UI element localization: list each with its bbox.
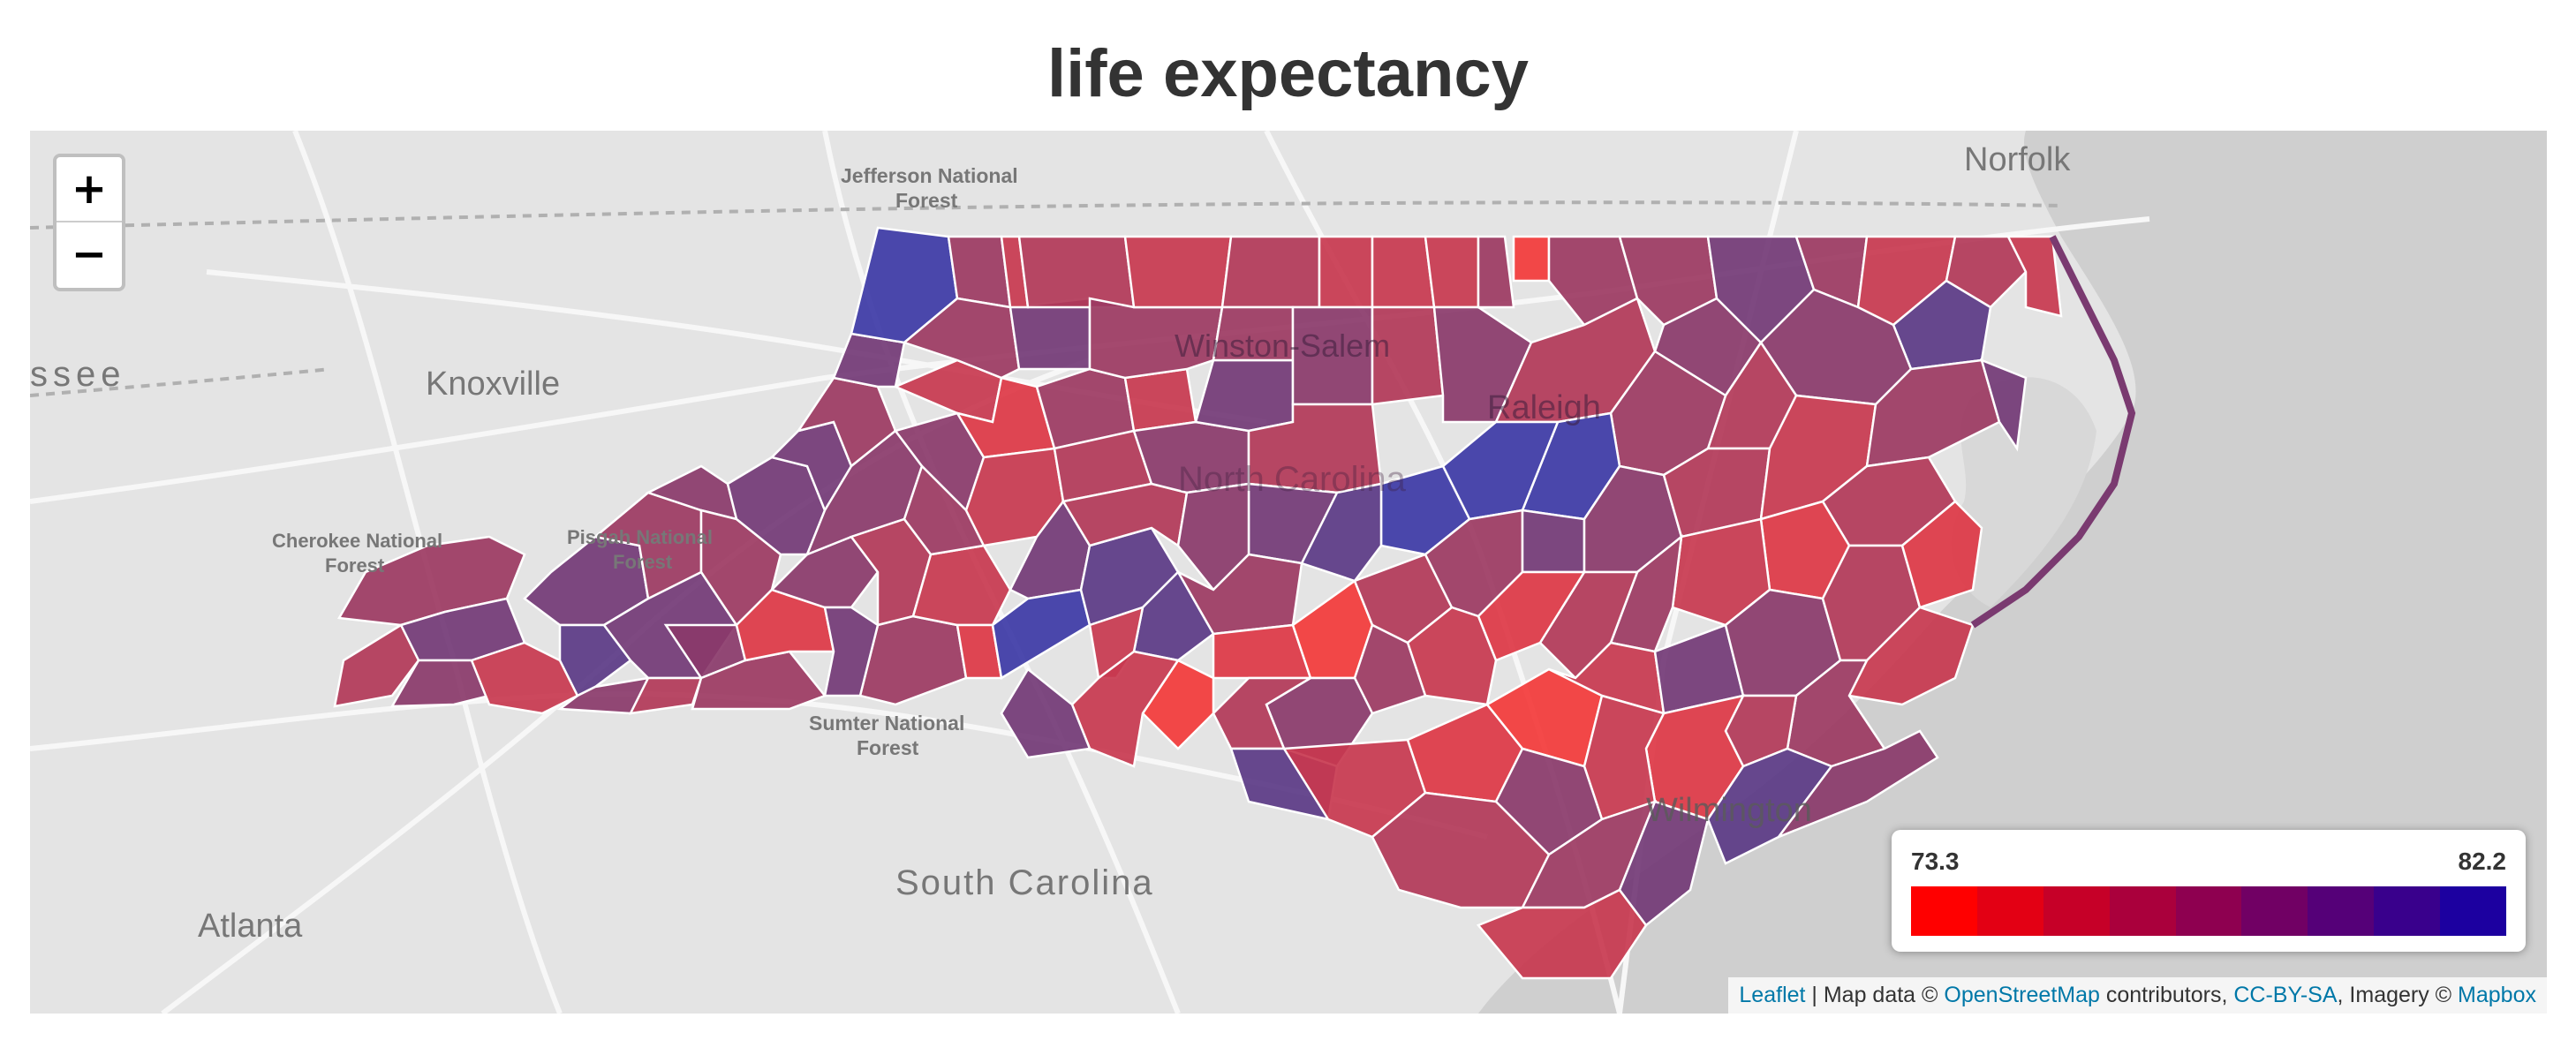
county-shape[interactable] <box>1945 235 2028 309</box>
county-shape[interactable] <box>1123 367 1197 433</box>
page-title: life expectancy <box>1047 36 1529 111</box>
county-shape[interactable] <box>1070 650 1181 768</box>
map-attribution: Leaflet | Map data © OpenStreetMap contr… <box>1728 977 2547 1014</box>
legend-swatch <box>2440 886 2507 936</box>
county-shape[interactable] <box>1123 235 1233 309</box>
attribution-text-2: contributors, <box>2099 983 2234 1007</box>
county-shape[interactable] <box>1000 667 1092 759</box>
outer-banks-shape[interactable] <box>1970 235 2136 629</box>
county-shape[interactable] <box>947 235 1012 309</box>
legend-swatch <box>2308 886 2375 936</box>
county-shape[interactable] <box>2006 235 2063 318</box>
place-label-pisgah: Pisgah National <box>567 526 714 548</box>
place-label-jefferson: Jefferson National <box>841 164 1018 187</box>
county-shape[interactable] <box>1477 235 1515 309</box>
county-shape[interactable] <box>1194 358 1295 433</box>
map-container[interactable]: Winston-Salem Raleigh North Carolina Wilmin… <box>30 131 2547 1014</box>
county-shape[interactable] <box>1017 235 1136 309</box>
place-label-south-carolina: South Carolina <box>895 863 1154 902</box>
legend-swatch <box>1976 886 2043 936</box>
county-shape[interactable] <box>1521 509 1586 574</box>
legend-swatch <box>2374 886 2441 936</box>
place-label-north-carolina: North Carolina <box>1178 460 1407 499</box>
place-label-atlanta: Atlanta <box>198 908 303 945</box>
zoom-out-button[interactable]: − <box>57 221 122 286</box>
place-label-raleigh: Raleigh <box>1487 389 1601 426</box>
county-shape[interactable] <box>832 332 906 388</box>
color-legend: 73.3 82.2 <box>1892 830 2526 952</box>
place-label-tennessee: ssee <box>30 355 126 394</box>
attribution-text-3: , Imagery © <box>2337 983 2459 1007</box>
county-shape[interactable] <box>1980 358 2028 452</box>
county-shape[interactable] <box>1353 623 1427 715</box>
place-label-wilmington: Wilmington <box>1646 792 1812 829</box>
county-shape[interactable] <box>1371 235 1436 309</box>
mapbox-link[interactable]: Mapbox <box>2458 983 2536 1007</box>
place-label-sumter-2: Forest <box>857 736 919 759</box>
county-shape[interactable] <box>1008 297 1092 371</box>
legend-min-label: 73.3 <box>1911 848 1960 875</box>
county-shape[interactable] <box>1900 500 1983 609</box>
place-label-cherokee-2: Forest <box>325 554 385 577</box>
state-boundaries <box>30 200 2062 397</box>
zoom-in-button[interactable]: + <box>71 164 108 214</box>
attribution-text-1: | Map data © <box>1805 983 1945 1007</box>
county-shape[interactable] <box>1477 570 1587 662</box>
county-shape[interactable] <box>628 676 703 715</box>
county-shape[interactable] <box>1424 235 1480 309</box>
county-shape[interactable] <box>389 659 491 708</box>
place-label-cherokee: Cherokee National <box>272 530 443 552</box>
leaflet-link[interactable]: Leaflet <box>1739 983 1806 1007</box>
county-shape[interactable] <box>991 588 1092 681</box>
county-shape[interactable] <box>1318 235 1374 309</box>
license-link[interactable]: CC-BY-SA <box>2233 983 2338 1007</box>
pamlico-sound <box>1951 377 2096 607</box>
county-shape[interactable] <box>1618 800 1710 927</box>
county-shape[interactable] <box>1220 235 1321 309</box>
legend-swatch <box>1911 886 1977 936</box>
legend-swatch <box>2043 886 2110 936</box>
legend-swatch <box>2175 886 2242 936</box>
place-label-sumter: Sumter National <box>809 712 965 735</box>
place-label-pisgah-2: Forest <box>613 551 673 573</box>
place-label-winston-salem: Winston-Salem <box>1175 328 1390 364</box>
legend-swatch <box>2241 886 2308 936</box>
county-shape[interactable] <box>1512 235 1551 283</box>
osm-link[interactable]: OpenStreetMap <box>1944 983 2100 1007</box>
legend-max-label: 82.2 <box>2458 848 2507 875</box>
place-label-norfolk: Norfolk <box>1964 141 2071 178</box>
county-layer[interactable] <box>333 226 2136 980</box>
county-shape[interactable] <box>1775 729 1939 840</box>
zoom-control: + − <box>53 154 125 291</box>
county-shape[interactable] <box>823 606 880 697</box>
county-shape[interactable] <box>1371 791 1551 909</box>
place-label-knoxville: Knoxville <box>426 366 561 403</box>
place-label-jefferson-2: Forest <box>895 189 958 212</box>
legend-swatch <box>2109 886 2176 936</box>
county-shape[interactable] <box>333 623 420 708</box>
map-canvas[interactable]: Winston-Salem Raleigh North Carolina Wilmin… <box>30 131 2547 1014</box>
legend-color-bar <box>1911 886 2507 936</box>
county-shape[interactable] <box>903 463 986 556</box>
